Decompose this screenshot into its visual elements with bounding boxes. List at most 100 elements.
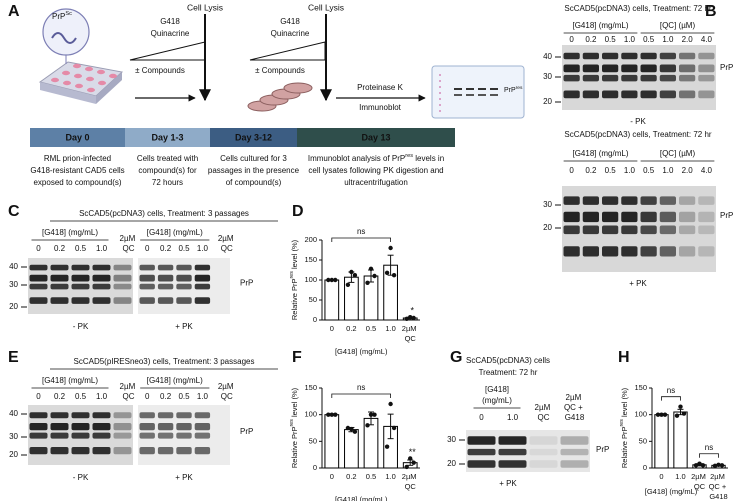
text-line: 2µM [710, 472, 727, 481]
text-part: level (%) [290, 387, 299, 419]
timeline-text: Immunoblot analysis of PrPres levels in [308, 153, 444, 163]
blot-band [139, 283, 155, 290]
blot-band [679, 196, 696, 205]
blot-band [157, 423, 174, 431]
timeline-text: cell lysates following PK digestion and [308, 166, 443, 175]
band-label: PrP [240, 427, 253, 436]
blot-band [640, 225, 657, 235]
blot-band [621, 52, 638, 60]
blot-band [194, 274, 211, 282]
data-point [349, 269, 354, 275]
blot-band [113, 274, 132, 282]
lane-label: 1.0 [197, 244, 209, 253]
lane-label: 1.0 [624, 35, 636, 44]
x-axis-label: [G418] (mg/mL) [335, 495, 388, 501]
blot-band [640, 52, 657, 60]
timeline-text: of compound(s) [226, 178, 282, 187]
blot-band [529, 448, 558, 456]
significance-label: ns [705, 443, 713, 452]
bar [673, 411, 688, 469]
blot-band [582, 246, 599, 257]
text-line: 1.0 [385, 324, 395, 333]
blot-band [157, 412, 174, 419]
blot-band [560, 448, 589, 456]
step-label: Cell Lysis [308, 2, 344, 12]
blot-band [679, 64, 696, 73]
data-point [365, 280, 370, 285]
blot-band [698, 74, 715, 82]
blot-band [71, 264, 90, 271]
panel-label: H [618, 349, 630, 366]
text-line: 0 [659, 472, 663, 481]
text-part: levels in [413, 154, 444, 163]
data-point [693, 463, 699, 468]
treatment-label: Quinacrine [151, 29, 190, 38]
blot-band [582, 211, 599, 223]
blot-band [563, 196, 580, 205]
data-point [391, 425, 397, 431]
x-tick-label: 0.2 [346, 324, 356, 333]
data-point [404, 464, 409, 470]
text-part: level (%) [290, 239, 299, 271]
text-part: exposed to compound(s) [33, 178, 121, 187]
x-axis-label: [G418] (mg/mL) [335, 347, 388, 356]
lane-label: 0 [36, 392, 41, 401]
blot-band [92, 274, 111, 282]
group-header: [G418] (mg/mL) [572, 21, 628, 30]
lane-label: 2µM QC [218, 382, 236, 401]
data-point [408, 456, 413, 461]
treatment-label: ± Compounds [135, 66, 185, 75]
lane-label: 2µM QC [120, 382, 138, 401]
blot-band [602, 196, 619, 205]
superscript: res [516, 85, 523, 91]
blot-band [602, 52, 619, 60]
blot-band [194, 447, 211, 455]
text-line: 0.2 [346, 324, 356, 333]
blot-band [621, 246, 638, 257]
blot-band [194, 264, 211, 271]
blot-band [529, 436, 558, 445]
lane-label: 2.0 [682, 166, 694, 175]
blot-band [659, 74, 676, 82]
y-axis-label: Relative PrPres level (%) [619, 387, 629, 468]
text-line: 2µM [535, 403, 553, 412]
blot-band [659, 211, 676, 223]
blot-band [621, 225, 638, 235]
data-point [365, 423, 370, 428]
blot-band [29, 447, 48, 455]
superscript: res [619, 419, 625, 427]
lane-label: 0.5 [643, 35, 655, 44]
text-part: Immunoblot analysis of PrP [308, 154, 405, 163]
blot-band [563, 90, 580, 99]
blot-band [602, 64, 619, 73]
blot-band [640, 196, 657, 205]
blot-band [176, 432, 192, 439]
text-line: G418 [565, 413, 585, 422]
blot-title: Treatment: 72 hr [479, 368, 538, 377]
text-part: Relative PrP [290, 426, 299, 468]
step-label: Proteinase K [357, 83, 403, 92]
text-part: passages in the presence [208, 166, 300, 175]
blot-band [621, 211, 638, 223]
data-point [411, 460, 416, 465]
text-line: QC [694, 482, 706, 491]
blot-band [139, 447, 155, 455]
panel-label: C [8, 203, 20, 220]
y-axis-label: Relative PrPres level (%) [289, 239, 299, 320]
blot-band [640, 246, 657, 257]
mw-marker: 30 [447, 435, 456, 444]
timeline-box [297, 128, 455, 147]
timeline-text: ultracentrifugation [344, 178, 408, 187]
bar [324, 414, 340, 469]
blot-band [582, 64, 599, 73]
treatment-label: Quinacrine [271, 29, 310, 38]
blot-band [176, 264, 192, 271]
blot-band [29, 432, 48, 439]
blot-band [698, 64, 715, 73]
lane-label: 0.5 [178, 392, 190, 401]
blot-title: ScCAD5(pcDNA3) cells, Treatment: 3 passa… [79, 209, 249, 218]
timeline-box [30, 128, 125, 147]
concentration-wedge [249, 41, 326, 61]
band-label: PrP [596, 445, 609, 454]
blot-band [698, 196, 715, 205]
